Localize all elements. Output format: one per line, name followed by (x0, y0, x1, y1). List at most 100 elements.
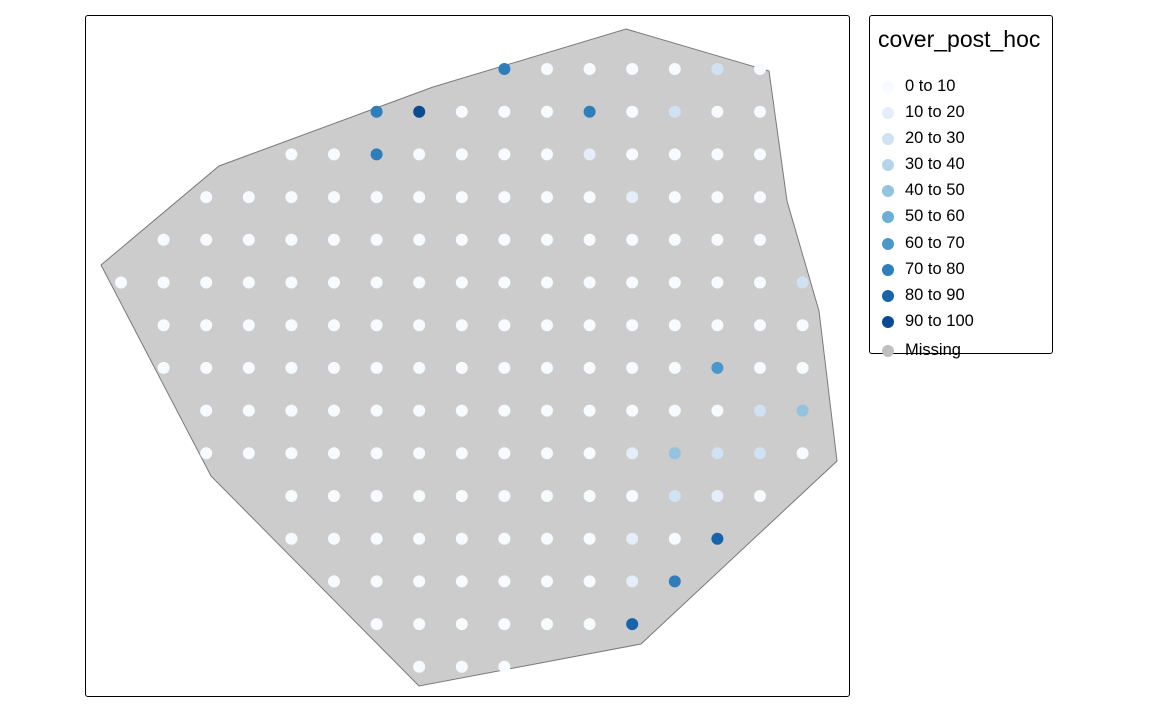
sample-point (754, 63, 766, 75)
legend-label: 80 to 90 (905, 286, 965, 304)
legend-item: 50 to 60 (870, 206, 1050, 228)
sample-point (754, 105, 766, 118)
sample-point (328, 447, 340, 460)
sample-point (711, 361, 724, 374)
sample-point (711, 532, 724, 545)
legend-label: 40 to 50 (905, 181, 965, 199)
legend-swatch-icon (882, 211, 894, 223)
sample-point (668, 532, 681, 545)
sample-point (328, 191, 340, 204)
legend-label: 60 to 70 (905, 234, 965, 252)
legend-item: 20 to 30 (870, 128, 1050, 150)
sample-point (242, 191, 255, 204)
legend-item: 90 to 100 (870, 311, 1050, 333)
sample-point (711, 404, 724, 417)
sample-point (541, 148, 553, 161)
sample-point (285, 490, 298, 502)
study-area-polygon (100, 28, 838, 687)
sample-point (668, 361, 681, 374)
sample-point (285, 276, 298, 289)
sample-point (242, 447, 255, 460)
sample-point (668, 490, 681, 502)
legend-label: 10 to 20 (905, 103, 965, 121)
sample-point (498, 618, 511, 631)
sample-point (455, 319, 468, 332)
sample-point (711, 63, 724, 75)
sample-point (242, 361, 255, 374)
sample-point (754, 404, 766, 417)
sample-point (370, 532, 383, 545)
sample-point (754, 319, 766, 332)
sample-point (626, 319, 639, 332)
sample-point (328, 532, 340, 545)
map-canvas (100, 28, 838, 687)
sample-point (455, 660, 468, 673)
sample-point (754, 276, 766, 289)
sample-point (754, 447, 766, 460)
sample-point (498, 105, 511, 118)
sample-point (413, 105, 426, 118)
sample-point (541, 63, 553, 75)
sample-point (626, 404, 639, 417)
sample-point (455, 404, 468, 417)
sample-point (498, 63, 511, 75)
sample-point (541, 105, 553, 118)
sample-point (626, 191, 639, 204)
sample-point (200, 191, 213, 204)
sample-point (285, 319, 298, 332)
sample-point (583, 404, 596, 417)
sample-point (242, 233, 255, 246)
sample-point (498, 490, 511, 502)
sample-point (285, 532, 298, 545)
sample-point (455, 532, 468, 545)
sample-point (668, 575, 681, 588)
sample-point (754, 361, 766, 374)
sample-point (626, 447, 639, 460)
legend-swatch-icon (882, 290, 894, 302)
legend-swatch-icon (882, 238, 894, 250)
sample-point (200, 319, 213, 332)
legend-swatch-icon (882, 264, 894, 276)
sample-point (498, 532, 511, 545)
sample-point (583, 319, 596, 332)
sample-point (455, 447, 468, 460)
legend-label: 70 to 80 (905, 260, 965, 278)
sample-point (498, 404, 511, 417)
sample-point (541, 447, 553, 460)
sample-point (370, 319, 383, 332)
sample-point (370, 447, 383, 460)
sample-point (413, 276, 426, 289)
sample-point (328, 148, 340, 161)
legend-swatch-icon (882, 107, 894, 119)
sample-point (541, 490, 553, 502)
sample-point (455, 575, 468, 588)
sample-point (541, 361, 553, 374)
sample-point (541, 618, 553, 631)
sample-point (583, 233, 596, 246)
sample-point (242, 276, 255, 289)
sample-point (498, 319, 511, 332)
map-panel (85, 15, 850, 697)
legend-item: 40 to 50 (870, 180, 1050, 202)
sample-point (498, 575, 511, 588)
legend-swatch-icon (882, 133, 894, 145)
sample-point (754, 233, 766, 246)
sample-point (626, 276, 639, 289)
sample-point (413, 404, 426, 417)
sample-point (668, 447, 681, 460)
sample-point (370, 276, 383, 289)
sample-point (711, 233, 724, 246)
legend-title: cover_post_hoc (878, 26, 1041, 52)
sample-point (285, 404, 298, 417)
sample-point (455, 105, 468, 118)
legend-label: 30 to 40 (905, 155, 965, 173)
sample-point (413, 490, 426, 502)
sample-point (455, 276, 468, 289)
sample-point (711, 276, 724, 289)
sample-point (626, 63, 639, 75)
sample-point (413, 148, 426, 161)
sample-point (455, 361, 468, 374)
sample-point (796, 404, 809, 417)
legend-swatch-icon (882, 81, 894, 93)
sample-point (583, 105, 596, 118)
